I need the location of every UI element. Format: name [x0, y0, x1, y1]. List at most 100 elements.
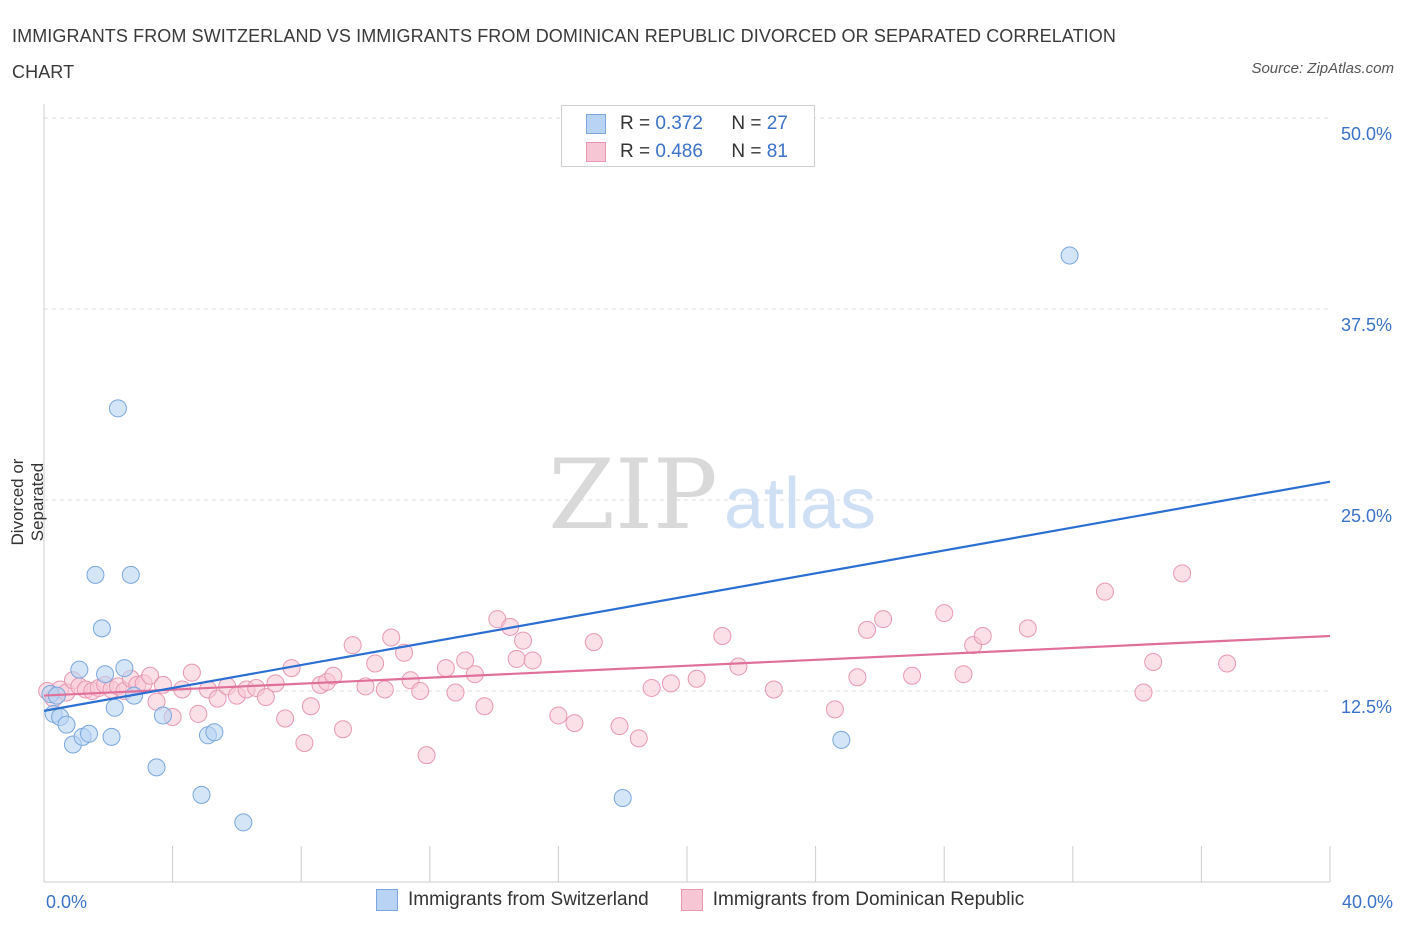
data-point-dominican	[523, 651, 542, 670]
series-legend: Immigrants from Switzerland Immigrants f…	[376, 889, 1056, 911]
data-point-dominican	[1134, 683, 1153, 702]
data-point-dominican	[456, 651, 475, 670]
data-point-dominican	[687, 669, 706, 688]
data-point-dominican	[266, 674, 285, 693]
data-point-dominican	[256, 688, 275, 707]
data-point-dominican	[375, 680, 394, 699]
trend-line-switzerland	[43, 480, 1331, 712]
data-point-dominican	[436, 659, 455, 678]
legend-row-switzerland: R = 0.372 N = 27	[586, 112, 788, 136]
legend-r-label: R =	[620, 113, 651, 134]
legend-item-switzerland: Immigrants from Switzerland	[376, 889, 649, 911]
legend-swatch-pink	[586, 142, 606, 162]
data-point-switzerland	[1060, 246, 1079, 265]
data-point-dominican	[189, 704, 208, 723]
grid-layer	[44, 117, 1330, 692]
legend-n-label: N =	[731, 141, 762, 162]
data-point-dominican	[825, 700, 844, 719]
data-point-switzerland	[108, 399, 127, 418]
y-tick-label: 37.5%	[1341, 315, 1392, 335]
data-point-dominican	[208, 689, 227, 708]
data-point-dominican	[324, 666, 343, 685]
data-point-dominican	[356, 677, 375, 696]
legend-n-label: N =	[731, 113, 762, 134]
legend-row-dominican: R = 0.486 N = 81	[586, 140, 788, 164]
legend-label-switzerland: Immigrants from Switzerland	[408, 889, 649, 910]
legend-n-value: 81	[766, 141, 788, 162]
y-tick-label: 12.5%	[1341, 697, 1392, 717]
watermark-atlas: atlas	[724, 464, 876, 544]
data-point-dominican	[333, 720, 352, 739]
data-point-switzerland	[70, 660, 89, 679]
data-point-switzerland	[105, 698, 124, 717]
data-point-switzerland	[92, 619, 111, 638]
data-point-dominican	[903, 666, 922, 685]
data-point-dominican	[141, 666, 160, 685]
data-point-dominican	[276, 709, 295, 728]
data-point-dominican	[1173, 564, 1192, 583]
legend-item-dominican: Immigrants from Dominican Republic	[680, 889, 1024, 911]
data-point-switzerland	[192, 785, 211, 804]
data-point-dominican	[1144, 652, 1163, 671]
data-point-dominican	[475, 697, 494, 716]
data-point-dominican	[549, 706, 568, 725]
data-point-dominican	[954, 665, 973, 684]
x-tick-label: 0.0%	[46, 892, 87, 912]
data-point-dominican	[935, 604, 954, 623]
trend-lines	[43, 480, 1331, 712]
data-point-dominican	[713, 626, 732, 645]
source-text: Source: ZipAtlas.com	[1251, 60, 1394, 77]
data-point-dominican	[446, 683, 465, 702]
legend-swatch-pink	[680, 889, 703, 911]
data-point-dominican	[858, 620, 877, 639]
data-point-switzerland	[234, 813, 253, 832]
data-point-switzerland	[147, 758, 166, 777]
data-point-dominican	[973, 626, 992, 645]
data-point-dominican	[610, 717, 629, 736]
legend-r-label: R =	[620, 141, 651, 162]
x-tick-label: 40.0%	[1342, 892, 1393, 912]
watermark: ZIP atlas	[548, 439, 876, 551]
legend-r-value: 0.372	[655, 113, 703, 134]
data-point-dominican	[764, 680, 783, 699]
data-point-switzerland	[121, 565, 140, 584]
data-point-dominican	[514, 631, 533, 650]
chart-title: IMMIGRANTS FROM SWITZERLAND VS IMMIGRANT…	[12, 26, 1116, 82]
data-point-dominican	[729, 657, 748, 676]
pink-series-points	[38, 564, 1237, 765]
data-point-dominican	[565, 714, 584, 733]
data-point-dominican	[366, 654, 385, 673]
y-tick-label: 25.0%	[1341, 506, 1392, 526]
data-point-switzerland	[80, 724, 99, 743]
data-point-switzerland	[832, 730, 851, 749]
data-point-switzerland	[613, 788, 632, 807]
data-point-switzerland	[96, 665, 115, 684]
data-point-dominican	[382, 628, 401, 647]
legend-n-value: 27	[766, 113, 788, 134]
y-axis-label: Divorced or Separated	[8, 458, 47, 546]
legend-swatch-blue	[376, 889, 398, 911]
legend-r-value: 0.486	[655, 141, 703, 162]
data-point-dominican	[1095, 582, 1114, 601]
data-point-dominican	[1218, 654, 1237, 673]
data-point-switzerland	[205, 723, 224, 742]
data-point-dominican	[301, 697, 320, 716]
y-tick-label: 50.0%	[1341, 124, 1392, 144]
data-point-dominican	[343, 636, 362, 655]
data-point-dominican	[417, 746, 436, 765]
correlation-legend: R = 0.372 N = 27 R = 0.486 N = 81	[561, 105, 815, 167]
data-point-switzerland	[102, 727, 121, 746]
data-point-dominican	[411, 682, 430, 700]
data-point-switzerland	[153, 706, 172, 725]
data-point-dominican	[295, 733, 314, 752]
data-point-dominican	[874, 610, 893, 629]
data-point-switzerland	[57, 715, 76, 734]
data-point-dominican	[465, 665, 484, 684]
data-point-switzerland	[86, 565, 105, 584]
data-point-dominican	[661, 674, 680, 693]
tick-labels: 12.5% 25.0% 37.5% 50.0% 0.0% 40.0%	[46, 124, 1393, 912]
data-point-dominican	[584, 633, 603, 652]
data-point-dominican	[848, 668, 867, 687]
data-point-dominican	[629, 729, 648, 748]
